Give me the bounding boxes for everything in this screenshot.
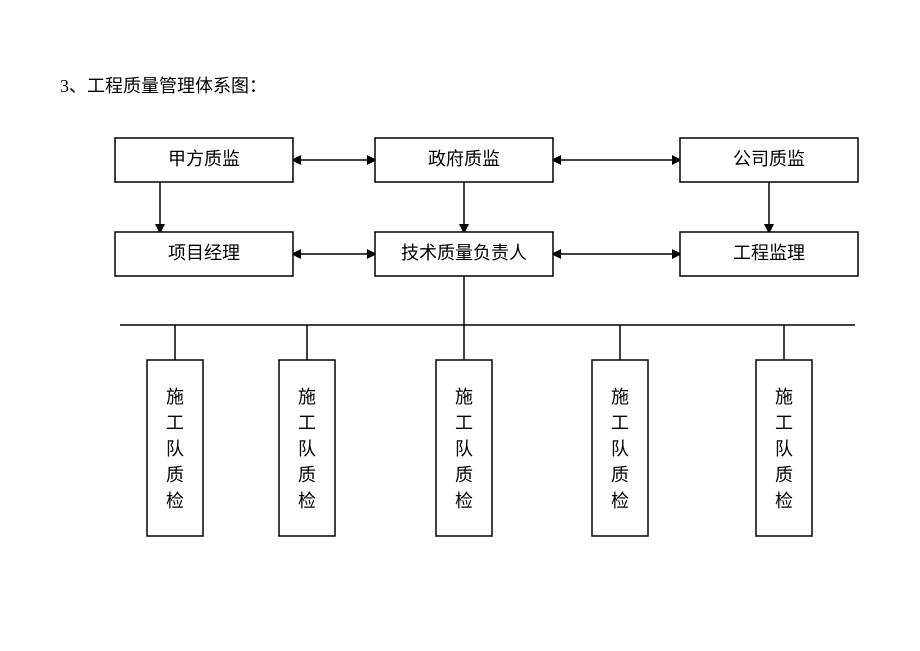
node-label-char: 质 xyxy=(166,465,184,485)
node-label-char: 工 xyxy=(298,413,316,433)
node-label-char: 检 xyxy=(775,491,793,511)
node-label: 工程监理 xyxy=(733,243,805,263)
diagram-title: 3、工程质量管理体系图： xyxy=(60,76,267,96)
node-label-char: 施 xyxy=(166,387,184,407)
node-label: 政府质监 xyxy=(428,149,500,169)
node-label: 项目经理 xyxy=(168,243,240,263)
node-b5: 施工队质检 xyxy=(756,360,812,536)
node-label-char: 工 xyxy=(611,413,629,433)
node-n5: 技术质量负责人 xyxy=(375,232,553,276)
node-label-char: 工 xyxy=(455,413,473,433)
node-n3: 公司质监 xyxy=(680,138,858,182)
node-b3: 施工队质检 xyxy=(436,360,492,536)
hub-connector xyxy=(120,276,855,360)
node-label-char: 施 xyxy=(611,387,629,407)
node-b1: 施工队质检 xyxy=(147,360,203,536)
node-label-char: 施 xyxy=(455,387,473,407)
node-label-char: 检 xyxy=(166,491,184,511)
node-label-char: 施 xyxy=(775,387,793,407)
node-label-char: 检 xyxy=(455,491,473,511)
node-n6: 工程监理 xyxy=(680,232,858,276)
node-label-char: 队 xyxy=(611,439,629,459)
node-label-char: 检 xyxy=(298,491,316,511)
node-label-char: 施 xyxy=(298,387,316,407)
node-n4: 项目经理 xyxy=(115,232,293,276)
node-label-char: 工 xyxy=(775,413,793,433)
node-label: 公司质监 xyxy=(733,149,805,169)
node-label-char: 工 xyxy=(166,413,184,433)
node-label-char: 质 xyxy=(611,465,629,485)
node-label-char: 质 xyxy=(455,465,473,485)
node-label-char: 队 xyxy=(455,439,473,459)
node-label: 技术质量负责人 xyxy=(401,243,527,263)
nodes: 甲方质监政府质监公司质监项目经理技术质量负责人工程监理施工队质检施工队质检施工队… xyxy=(115,138,858,536)
node-b4: 施工队质检 xyxy=(592,360,648,536)
node-label-char: 队 xyxy=(298,439,316,459)
node-label-char: 质 xyxy=(298,465,316,485)
node-n2: 政府质监 xyxy=(375,138,553,182)
node-label-char: 检 xyxy=(611,491,629,511)
node-b2: 施工队质检 xyxy=(279,360,335,536)
node-n1: 甲方质监 xyxy=(115,138,293,182)
node-label-char: 质 xyxy=(775,465,793,485)
node-label-char: 队 xyxy=(775,439,793,459)
node-label: 甲方质监 xyxy=(168,149,240,169)
node-label-char: 队 xyxy=(166,439,184,459)
